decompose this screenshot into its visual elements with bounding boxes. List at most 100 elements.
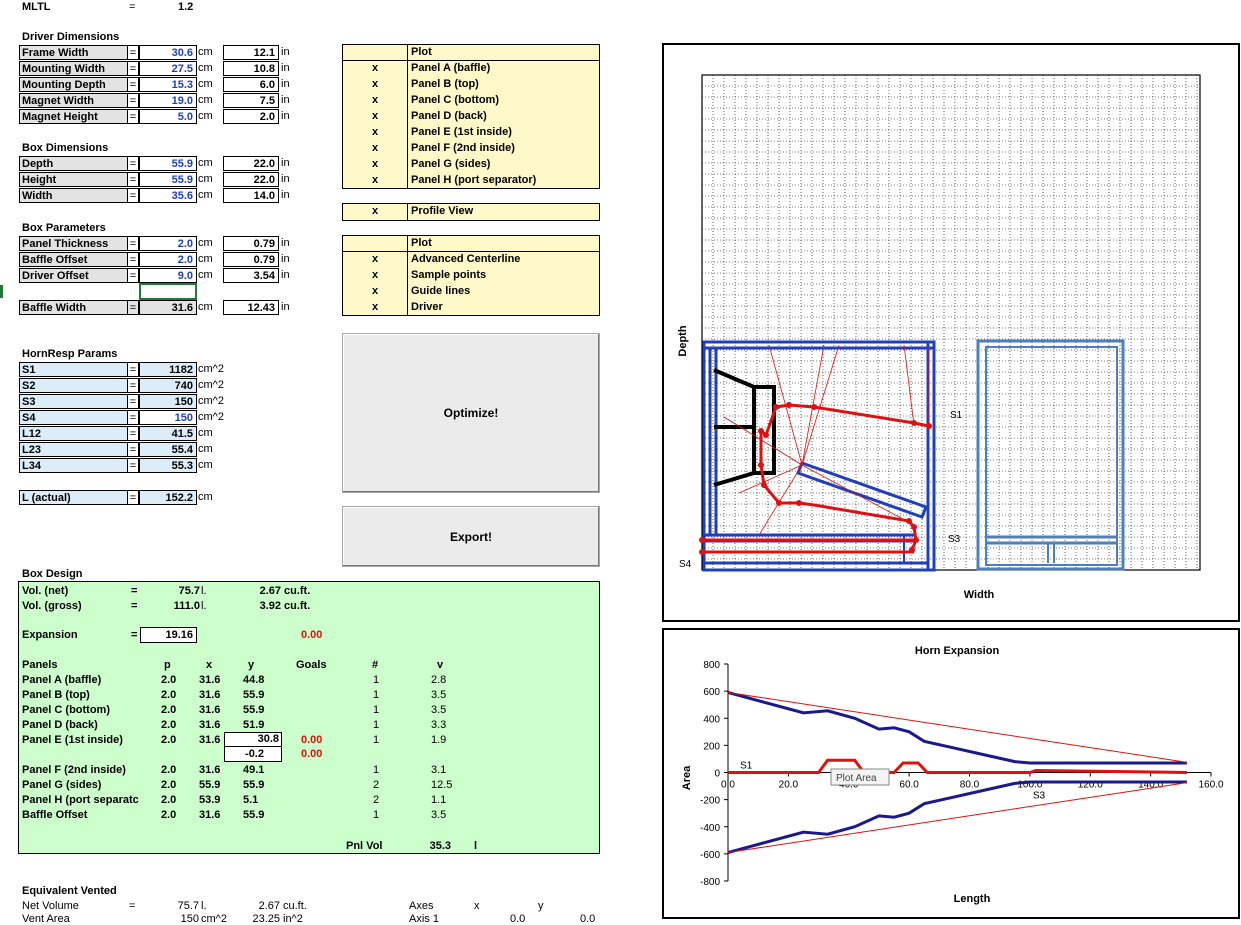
plot-toggle-check[interactable]: x: [371, 301, 379, 313]
vol-net-unit: l.: [201, 585, 207, 597]
equals-cell: =: [127, 45, 139, 60]
inch-unit: in: [281, 237, 290, 249]
row-label: Mounting Depth: [19, 77, 128, 92]
plot-toggle-row[interactable]: x Panel C (bottom): [343, 93, 599, 109]
panel-x: 31.6: [199, 809, 221, 821]
mltl-eq: =: [129, 1, 136, 13]
horn-s1-annotation: S1: [740, 761, 753, 772]
plot-toggle-check[interactable]: x: [371, 110, 379, 122]
baffle-width-unit: cm: [198, 301, 213, 313]
mltl-value[interactable]: 1.2: [178, 1, 194, 13]
panel-e-y[interactable]: 30.8: [257, 733, 279, 745]
inch-unit: in: [281, 110, 290, 122]
l-actual-value: 152.2: [139, 490, 197, 505]
plot-toggle-row[interactable]: x Guide lines: [343, 284, 599, 300]
value-input[interactable]: 55.9: [139, 172, 197, 187]
equals-cell: =: [127, 378, 139, 393]
plot-toggle-row[interactable]: x Advanced Centerline: [343, 252, 599, 268]
panel-x: 31.6: [199, 674, 221, 686]
plot-toggle-row[interactable]: x Panel F (2nd inside): [343, 141, 599, 157]
sample-point: [796, 500, 802, 506]
plot-toggle-check[interactable]: x: [371, 253, 379, 265]
vol-net-cuft-unit: cu.ft.: [284, 585, 311, 597]
plot-toggle-row[interactable]: x Driver: [343, 300, 599, 316]
value-input[interactable]: 9.0: [139, 268, 197, 283]
v-header: v: [437, 659, 444, 671]
plot-toggle-row[interactable]: x Panel E (1st inside): [343, 125, 599, 141]
plot-toggle-label: Advanced Centerline: [407, 252, 599, 268]
panel-e-divider: [224, 746, 282, 747]
horn-y-tick-label: -800: [700, 877, 720, 888]
hornresp-value[interactable]: 150: [139, 410, 197, 425]
plot-toggle-check[interactable]: x: [371, 142, 379, 154]
panel-p: 2.0: [161, 809, 177, 821]
plot-toggle-check[interactable]: x: [371, 126, 379, 138]
guide-line: [801, 464, 915, 526]
hornresp-label: L23: [19, 442, 128, 457]
panel-p: 2.0: [161, 779, 177, 791]
value-input[interactable]: 15.3: [139, 77, 197, 92]
plot-toggle-check[interactable]: x: [371, 158, 379, 170]
unit-label: cm: [198, 173, 213, 185]
hornresp-unit: cm: [198, 443, 213, 455]
unit-label: cm: [198, 62, 213, 74]
plot-toggle-check[interactable]: x: [371, 94, 379, 106]
sample-point: [758, 428, 764, 434]
hornresp-value[interactable]: 41.5: [139, 426, 197, 441]
plot-toggle-row[interactable]: x Panel G (sides): [343, 157, 599, 173]
plot-toggle-row[interactable]: x Panel H (port separator): [343, 173, 599, 189]
profile-view-row[interactable]: x Profile View: [342, 203, 600, 221]
inch-value: 6.0: [223, 77, 279, 92]
value-input[interactable]: 30.6: [139, 45, 197, 60]
vol-gross-eq: =: [131, 600, 138, 612]
inch-value: 0.79: [223, 252, 279, 267]
guide-line: [738, 464, 803, 494]
hornresp-value[interactable]: 1182: [139, 362, 197, 377]
horn-plot-area[interactable]: 8006004002000-200-400-600-8000.020.040.0…: [700, 660, 1224, 888]
plot-toggle-check[interactable]: x: [371, 174, 379, 186]
panel-y: 55.9: [243, 779, 265, 791]
value-input[interactable]: 55.9: [139, 156, 197, 171]
profile-centerline: [699, 344, 932, 555]
hornresp-value[interactable]: 55.3: [139, 458, 197, 473]
value-input[interactable]: 19.0: [139, 93, 197, 108]
plot-toggle-check[interactable]: x: [371, 269, 379, 281]
hornresp-label: S3: [19, 394, 128, 409]
horn-expansion-chart[interactable]: Horn Expansion Area Length 800 600 400 200 0…: [662, 628, 1240, 919]
panel-p: 2.0: [161, 764, 177, 776]
l-actual-unit: cm: [198, 491, 213, 503]
hornresp-value[interactable]: 55.4: [139, 442, 197, 457]
expansion-eq: =: [131, 629, 138, 641]
l-actual-eq: =: [127, 490, 139, 505]
plot-toggle-check[interactable]: x: [371, 62, 379, 74]
net-volume-label: Net Volume: [22, 900, 79, 912]
hornresp-unit: cm^2: [198, 411, 224, 423]
sample-point: [699, 549, 705, 555]
panel-e-y2[interactable]: -0.2: [245, 748, 264, 760]
value-input[interactable]: 5.0: [139, 109, 197, 124]
panel-e-input-box[interactable]: [224, 732, 282, 762]
hornresp-value[interactable]: 150: [139, 394, 197, 409]
profile-chart[interactable]: Depth Width S1 S3 S4: [662, 43, 1240, 622]
profile-s3-label: S3: [948, 534, 961, 545]
equals-cell: =: [127, 394, 139, 409]
plot-toggle-row[interactable]: x Panel B (top): [343, 77, 599, 93]
plot-toggle-check[interactable]: x: [371, 285, 379, 297]
optimize-button[interactable]: Optimize!: [342, 333, 600, 493]
driver-shape: [713, 368, 776, 487]
value-input[interactable]: 2.0: [139, 236, 197, 251]
hornresp-value[interactable]: 740: [139, 378, 197, 393]
plot-toggle-row[interactable]: x Sample points: [343, 268, 599, 284]
value-input[interactable]: 35.6: [139, 188, 197, 203]
expansion-value[interactable]: 19.16: [140, 627, 197, 643]
plot-toggle-check[interactable]: x: [371, 78, 379, 90]
selected-cell[interactable]: [139, 283, 197, 300]
plot-toggle-row[interactable]: x Panel A (baffle): [343, 61, 599, 77]
horn-y-tick-label: -600: [700, 850, 720, 861]
value-input[interactable]: 2.0: [139, 252, 197, 267]
export-button[interactable]: Export!: [342, 506, 600, 567]
vent-area-in-unit: in^2: [283, 913, 303, 925]
value-input[interactable]: 27.5: [139, 61, 197, 76]
profile-view-check[interactable]: x: [371, 205, 379, 217]
plot-toggle-row[interactable]: x Panel D (back): [343, 109, 599, 125]
